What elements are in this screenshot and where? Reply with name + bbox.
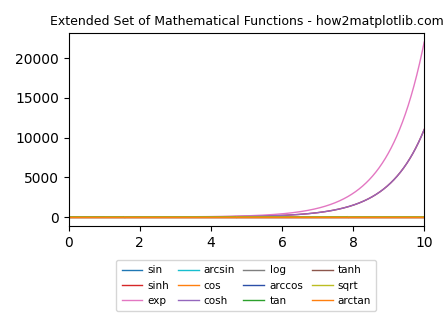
Legend: sin, sinh, exp, arcsin, cos, cosh, log, arccos, tan, tanh, sqrt, arctan: sin, sinh, exp, arcsin, cos, cosh, log, … — [116, 260, 376, 311]
Title: Extended Set of Mathematical Functions - how2matplotlib.com: Extended Set of Mathematical Functions -… — [50, 15, 443, 28]
